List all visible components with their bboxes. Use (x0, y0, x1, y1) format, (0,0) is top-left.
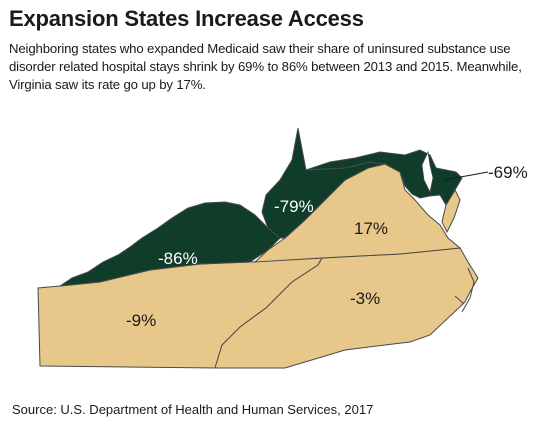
label-west-virginia: -79% (274, 197, 314, 216)
maryland-leader-line (443, 171, 489, 181)
state-map: -86% -79% -69% 17% -9% -3% (37, 127, 528, 369)
outer-banks (454, 267, 475, 313)
page-subtitle: Neighboring states who expanded Medicaid… (9, 41, 522, 92)
label-virginia: 17% (354, 219, 388, 238)
label-tennessee: -9% (126, 311, 156, 330)
label-kentucky: -86% (158, 249, 198, 268)
label-maryland: -69% (488, 163, 528, 182)
state-kentucky (59, 201, 281, 287)
page-title: Expansion States Increase Access (9, 6, 364, 31)
source-note: Source: U.S. Department of Health and Hu… (12, 402, 374, 417)
chesapeake-bay (421, 150, 434, 194)
label-north-carolina: -3% (350, 289, 380, 308)
